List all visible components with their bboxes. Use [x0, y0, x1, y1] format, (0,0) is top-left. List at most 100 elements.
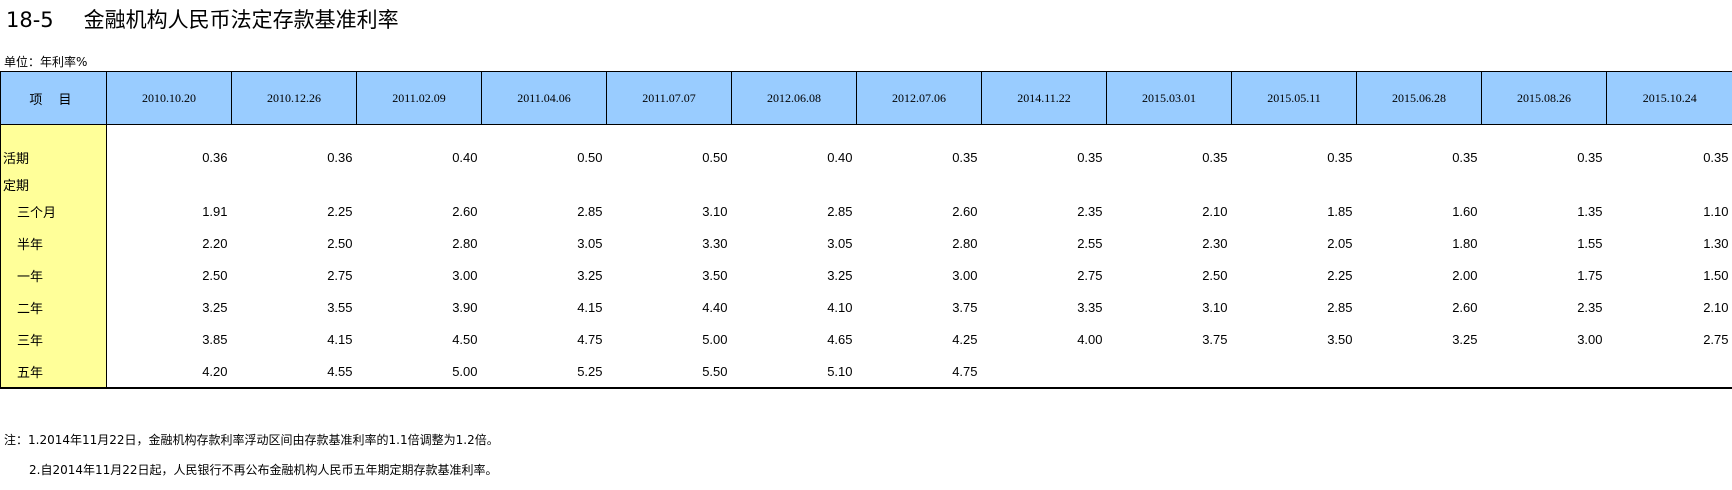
rate-cell: 2.85: [577, 203, 603, 219]
rate-cell: 2.60: [452, 203, 478, 219]
rate-cell: 2.85: [1327, 299, 1353, 315]
table-number: 18-5: [6, 8, 54, 32]
row-label: 三个月: [0, 195, 107, 227]
rate-cell: 2.60: [952, 203, 978, 219]
rate-cell: 3.05: [827, 235, 853, 251]
rate-cell: 4.15: [327, 331, 353, 347]
rate-cell: 2.35: [1577, 299, 1603, 315]
row-label: 三年: [0, 323, 107, 355]
rate-cell: 2.10: [1703, 299, 1729, 315]
date-column-header: 2012.06.08: [731, 71, 857, 125]
rate-cell: [1481, 355, 1607, 389]
page-title: 18-5 金融机构人民币法定存款基准利率: [6, 2, 399, 38]
unit-label: 单位：年利率%: [4, 55, 88, 69]
rate-cell: 2.85: [827, 203, 853, 219]
rate-cell: 1.91: [202, 203, 228, 219]
rate-cell: 0.50: [577, 149, 603, 165]
row-label: 活期: [0, 141, 107, 173]
rate-cell: 1.80: [1452, 235, 1478, 251]
rate-cell: 3.90: [452, 299, 478, 315]
table-title: 金融机构人民币法定存款基准利率: [83, 8, 399, 32]
row-label: 定期: [0, 173, 107, 195]
rate-cell: 1.60: [1452, 203, 1478, 219]
rate-cell: 1.30: [1703, 235, 1729, 251]
rate-cell: [1606, 355, 1732, 389]
rate-cell: 0.35: [1703, 149, 1729, 165]
rate-cell: 2.25: [1327, 267, 1353, 283]
date-column-header: 2011.02.09: [356, 71, 482, 125]
rate-cell: 1.75: [1577, 267, 1603, 283]
rate-cell: 1.10: [1703, 203, 1729, 219]
table-row: 半年 2.20 2.50 2.80 3.05 3.30 3.05 2.80 2.…: [0, 227, 1732, 259]
rate-cell: 0.35: [1077, 149, 1103, 165]
rate-cell: 4.75: [856, 355, 982, 389]
row-label: 半年: [0, 227, 107, 259]
rate-cell: 5.25: [481, 355, 607, 389]
rate-cell: 2.60: [1452, 299, 1478, 315]
rate-cell: 3.25: [202, 299, 228, 315]
date-column-header: 2015.05.11: [1231, 71, 1357, 125]
rate-cell: 0.35: [1452, 149, 1478, 165]
date-column-header: 2012.07.06: [856, 71, 982, 125]
rate-cell: 0.35: [1327, 149, 1353, 165]
rate-cell: 0.40: [827, 149, 853, 165]
date-column-header: 2014.11.22: [981, 71, 1107, 125]
rate-cell: [981, 355, 1107, 389]
rate-cell: 3.55: [327, 299, 353, 315]
spacer-row: [0, 124, 1732, 141]
table-body: 活期 0.36 0.36 0.40 0.50 0.50 0.40 0.35 0.…: [0, 124, 1732, 389]
rate-cell: 2.30: [1202, 235, 1228, 251]
rate-cell: 3.25: [1452, 331, 1478, 347]
table-row: 五年 4.20 4.55 5.00 5.25 5.50 5.10 4.75: [0, 355, 1732, 389]
rate-cell: 2.05: [1327, 235, 1353, 251]
rate-cell: 3.00: [952, 267, 978, 283]
rate-cell: 2.80: [452, 235, 478, 251]
date-column-header: 2011.04.06: [481, 71, 607, 125]
rate-cell: 2.75: [1703, 331, 1729, 347]
rate-cell: 1.85: [1327, 203, 1353, 219]
rate-cell: 2.20: [202, 235, 228, 251]
rate-cell: 2.35: [1077, 203, 1103, 219]
rate-cell: 3.25: [577, 267, 603, 283]
table-row: 三个月 1.91 2.25 2.60 2.85 3.10 2.85 2.60 2…: [0, 195, 1732, 227]
rate-cell: 0.40: [452, 149, 478, 165]
rate-cell: [1106, 355, 1232, 389]
rate-cell: 0.36: [327, 149, 353, 165]
row-label: 二年: [0, 291, 107, 323]
rate-cell: 4.20: [106, 355, 232, 389]
date-column-header: 2015.06.28: [1356, 71, 1482, 125]
rate-cell: 2.10: [1202, 203, 1228, 219]
rate-cell: 3.75: [1202, 331, 1228, 347]
rate-cell: 3.25: [827, 267, 853, 283]
rate-cell: 4.40: [702, 299, 728, 315]
date-column-header: 2015.03.01: [1106, 71, 1232, 125]
rate-cell: 2.55: [1077, 235, 1103, 251]
date-column-header: 2010.10.20: [106, 71, 232, 125]
date-column-header: 2015.08.26: [1481, 71, 1607, 125]
rate-cell: 3.10: [1202, 299, 1228, 315]
rate-cell: 4.65: [827, 331, 853, 347]
item-column-header: 项 目: [0, 71, 107, 125]
rate-cell: 4.10: [827, 299, 853, 315]
table-row: 一年 2.50 2.75 3.00 3.25 3.50 3.25 3.00 2.…: [0, 259, 1732, 291]
rate-cell: 5.00: [702, 331, 728, 347]
rate-cell: 2.00: [1452, 267, 1478, 283]
rate-cell: 0.36: [202, 149, 228, 165]
rate-cell: 4.00: [1077, 331, 1103, 347]
rate-cell: 2.75: [1077, 267, 1103, 283]
rate-cell: 3.50: [1327, 331, 1353, 347]
rate-cell: 2.50: [327, 235, 353, 251]
rate-cell: 4.25: [952, 331, 978, 347]
rate-cell: 2.25: [327, 203, 353, 219]
rate-cell: [1356, 355, 1482, 389]
rates-table: 项 目 2010.10.20 2010.12.26 2011.02.09 201…: [0, 71, 1732, 389]
table-row: 二年 3.25 3.55 3.90 4.15 4.40 4.10 3.75 3.…: [0, 291, 1732, 323]
header-row: 项 目 2010.10.20 2010.12.26 2011.02.09 201…: [0, 71, 1732, 125]
date-column-header: 2010.12.26: [231, 71, 357, 125]
table-row: 定期: [0, 173, 1732, 195]
rate-cell: 3.05: [577, 235, 603, 251]
row-label: [0, 124, 107, 141]
rate-cell: 3.10: [702, 203, 728, 219]
rate-cell: 3.00: [452, 267, 478, 283]
date-column-header: 2015.10.24: [1606, 71, 1732, 125]
